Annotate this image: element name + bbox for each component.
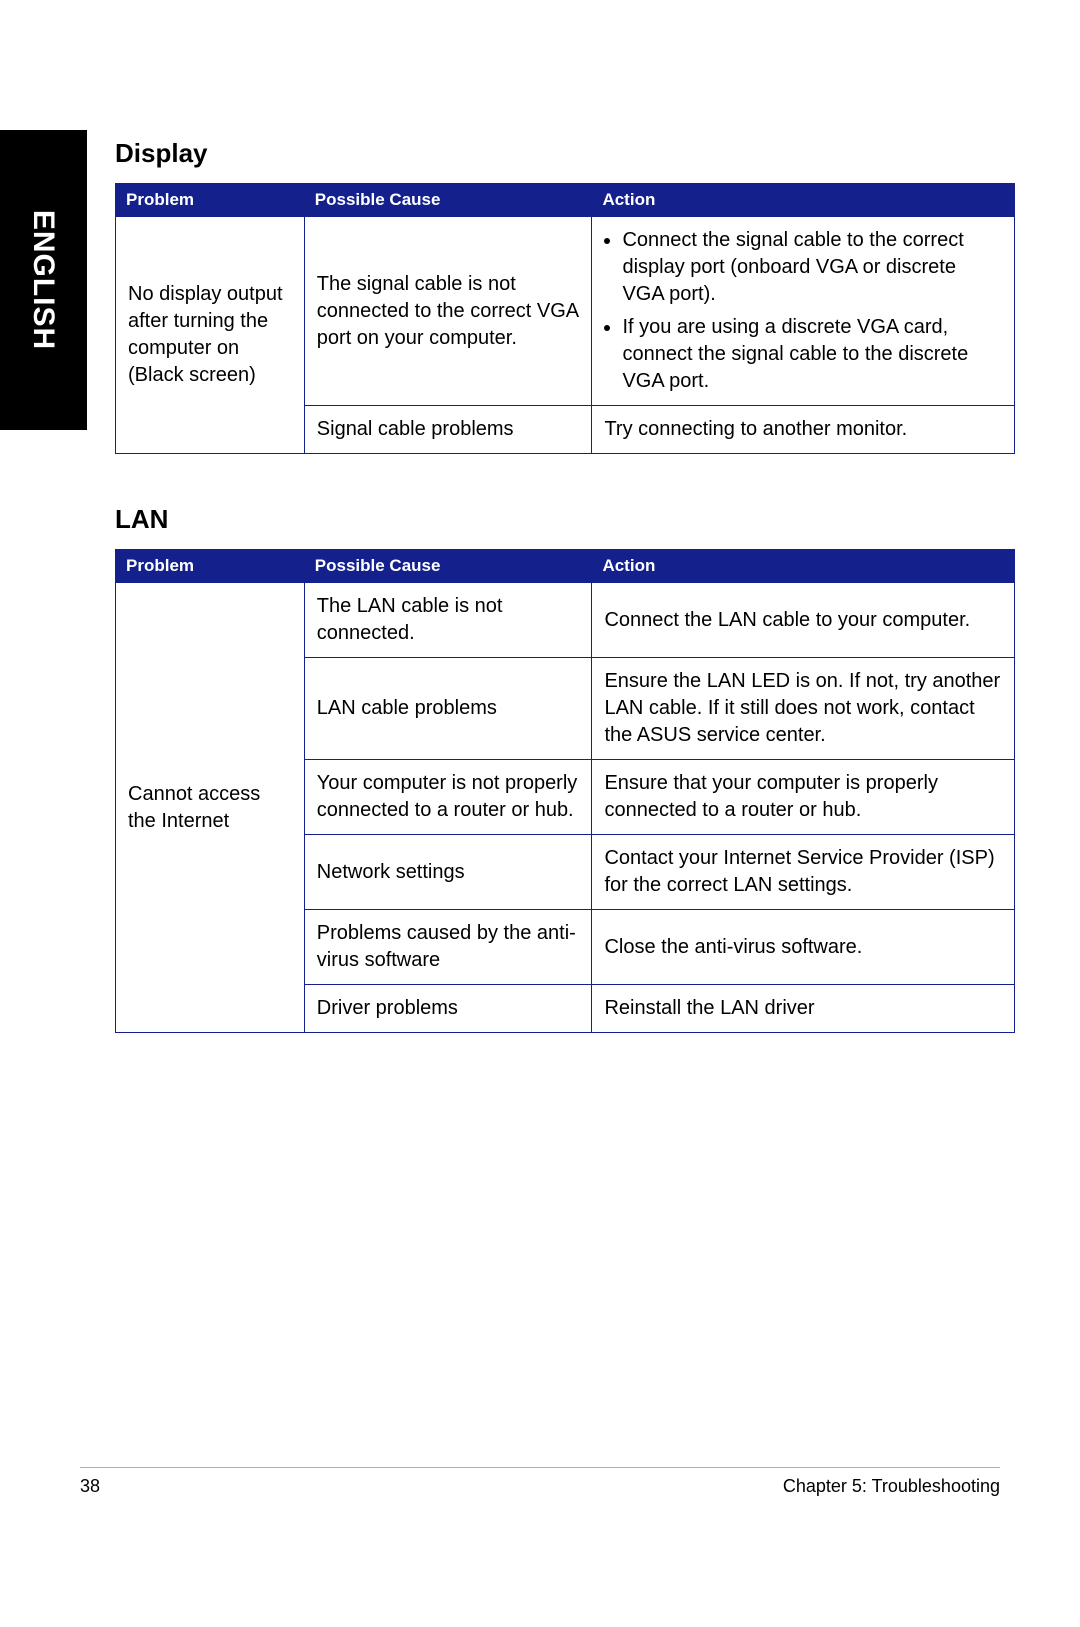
lan-table-header-row: Problem Possible Cause Action [116,550,1015,583]
lan-section: LAN Problem Possible Cause Action Cannot… [115,504,1015,1033]
list-item: If you are using a discrete VGA card, co… [622,314,1002,395]
page-number: 38 [80,1476,100,1497]
lan-cause-cell: Driver problems [304,985,592,1033]
lan-action-cell: Close the anti-virus software. [592,910,1015,985]
page-footer: 38 Chapter 5: Troubleshooting [80,1467,1000,1497]
lan-cause-cell: The LAN cable is not connected. [304,583,592,658]
col-header-problem: Problem [116,550,305,583]
display-action-bullets: Connect the signal cable to the correct … [604,227,1002,395]
display-cause-cell: Signal cable problems [304,406,592,454]
lan-action-cell: Reinstall the LAN driver [592,985,1015,1033]
lan-problem-cell: Cannot access the Internet [116,583,305,1033]
table-row: No display output after turning the comp… [116,217,1015,406]
col-header-cause: Possible Cause [304,184,592,217]
col-header-cause: Possible Cause [304,550,592,583]
display-table: Problem Possible Cause Action No display… [115,183,1015,454]
display-action-cell: Try connecting to another monitor. [592,406,1015,454]
language-side-tab: ENGLISH [0,130,87,430]
chapter-label: Chapter 5: Troubleshooting [783,1476,1000,1497]
display-section-title: Display [115,138,1015,169]
lan-table: Problem Possible Cause Action Cannot acc… [115,549,1015,1033]
display-problem-cell: No display output after turning the comp… [116,217,305,454]
lan-cause-cell: Network settings [304,835,592,910]
display-cause-cell: The signal cable is not connected to the… [304,217,592,406]
lan-cause-cell: Your computer is not properly connected … [304,760,592,835]
lan-section-title: LAN [115,504,1015,535]
language-side-tab-text: ENGLISH [27,210,61,350]
lan-action-cell: Contact your Internet Service Provider (… [592,835,1015,910]
display-table-header-row: Problem Possible Cause Action [116,184,1015,217]
lan-action-cell: Ensure that your computer is properly co… [592,760,1015,835]
list-item: Connect the signal cable to the correct … [622,227,1002,308]
col-header-problem: Problem [116,184,305,217]
lan-cause-cell: Problems caused by the anti-virus softwa… [304,910,592,985]
lan-action-cell: Connect the LAN cable to your computer. [592,583,1015,658]
col-header-action: Action [592,550,1015,583]
page-content: Display Problem Possible Cause Action No… [115,138,1015,1033]
lan-action-cell: Ensure the LAN LED is on. If not, try an… [592,658,1015,760]
display-action-cell: Connect the signal cable to the correct … [592,217,1015,406]
table-row: Cannot access the Internet The LAN cable… [116,583,1015,658]
col-header-action: Action [592,184,1015,217]
lan-cause-cell: LAN cable problems [304,658,592,760]
